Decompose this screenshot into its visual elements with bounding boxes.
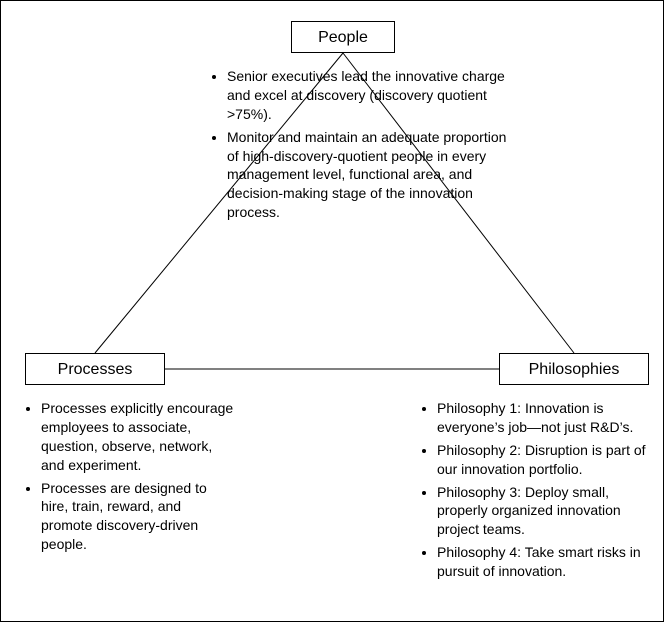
bullet-item: Philosophy 2: Disruption is part of our … xyxy=(437,441,651,479)
node-philosophies-label: Philosophies xyxy=(529,361,620,378)
bullet-item: Philosophy 3: Deploy small, properly org… xyxy=(437,483,651,540)
node-philosophies: Philosophies xyxy=(499,353,649,385)
bullet-item: Philosophy 1: Innovation is everyone’s j… xyxy=(437,399,651,437)
bullets-people: Senior executives lead the innovative ch… xyxy=(211,67,511,226)
bullet-item: Processes explicitly encourage employees… xyxy=(41,399,235,475)
node-processes-label: Processes xyxy=(58,361,133,378)
node-people-label: People xyxy=(318,29,368,46)
node-people: People xyxy=(291,21,395,53)
diagram-canvas: People Processes Philosophies Senior exe… xyxy=(0,0,664,622)
bullet-item: Philosophy 4: Take smart risks in pursui… xyxy=(437,543,651,581)
bullet-item: Processes are designed to hire, train, r… xyxy=(41,479,235,555)
bullets-processes: Processes explicitly encourage employees… xyxy=(25,399,235,558)
node-processes: Processes xyxy=(25,353,165,385)
bullet-item: Senior executives lead the innovative ch… xyxy=(227,67,511,124)
bullets-philosophies: Philosophy 1: Innovation is everyone’s j… xyxy=(421,399,651,585)
bullet-item: Monitor and maintain an adequate proport… xyxy=(227,128,511,222)
